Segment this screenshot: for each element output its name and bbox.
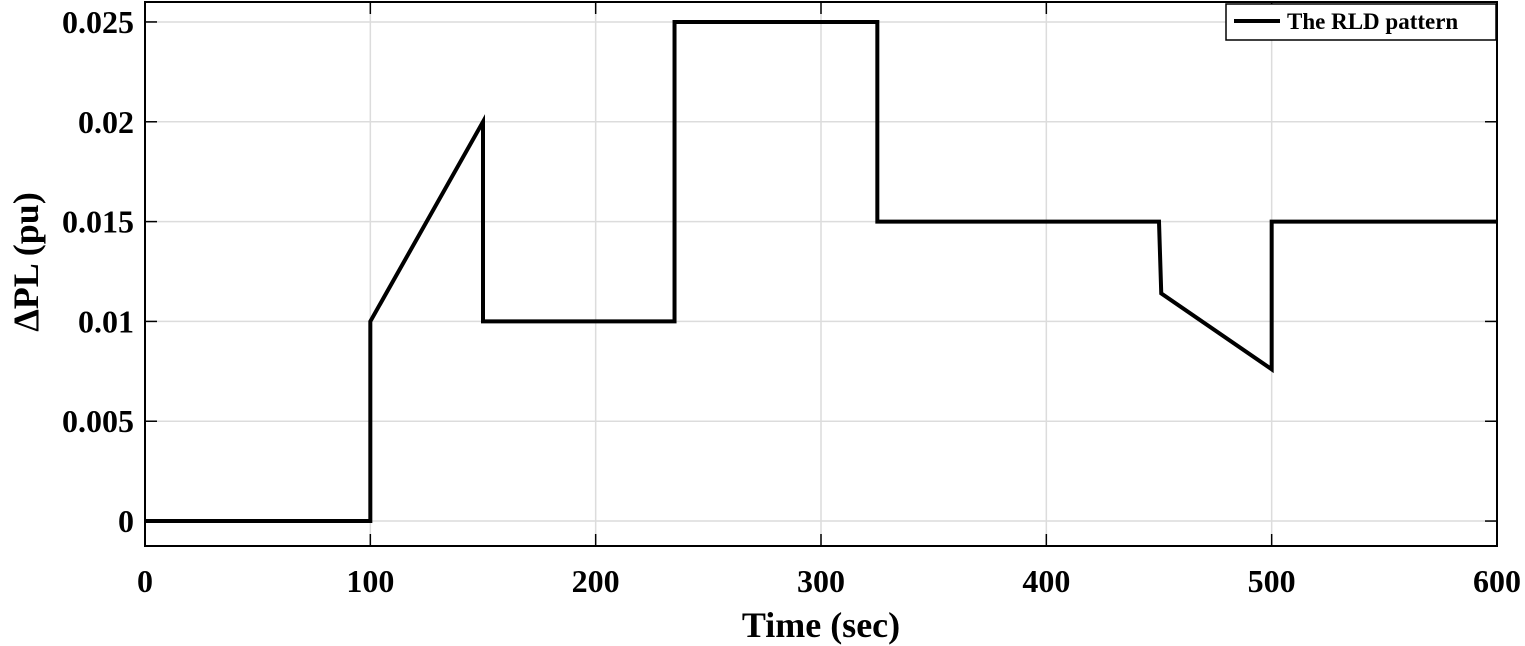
- x-tick-label: 600: [1473, 563, 1521, 599]
- series-layer: [145, 19, 1497, 524]
- x-tick-label: 100: [346, 563, 394, 599]
- series-line-rld-pattern: [145, 19, 1497, 524]
- y-tick-label: 0: [118, 503, 134, 539]
- y-axis-title: ΔPL (pu): [6, 192, 46, 332]
- y-tick-label: 0.02: [78, 104, 134, 140]
- legend: The RLD pattern: [1225, 3, 1497, 41]
- x-tick-label: 200: [572, 563, 620, 599]
- x-tick-label: 300: [797, 563, 845, 599]
- x-tick-label: 400: [1022, 563, 1070, 599]
- legend-label: The RLD pattern: [1287, 9, 1458, 34]
- y-tick-label: 0.025: [62, 4, 134, 40]
- y-tick-label: 0.01: [78, 303, 134, 339]
- x-tick-label: 500: [1248, 563, 1296, 599]
- y-tick-label: 0.015: [62, 204, 134, 240]
- ticks: 0 100 200 300 400 500 600 0 0.005 0.01 0.015 0.02 0.…: [62, 2, 1521, 599]
- x-tick-label: 0: [137, 563, 153, 599]
- x-axis-title: Time (sec): [742, 605, 900, 645]
- y-tick-label: 0.005: [62, 403, 134, 439]
